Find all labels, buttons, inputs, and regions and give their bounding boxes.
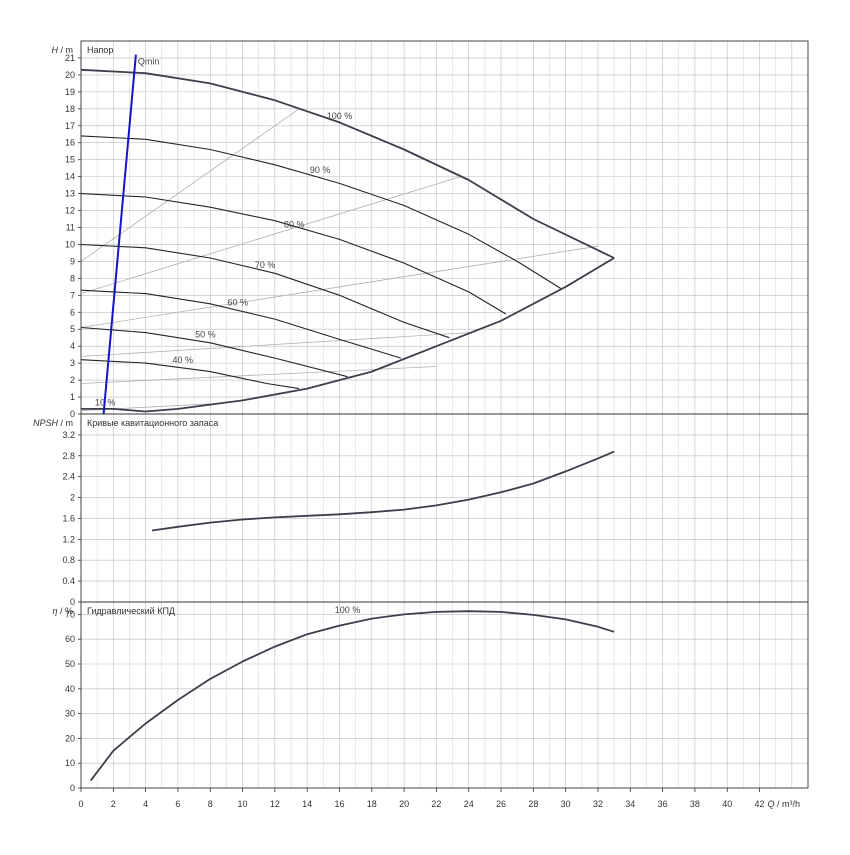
x-tick-label: 42 xyxy=(755,799,765,809)
x-tick-label: 40 xyxy=(722,799,732,809)
panel-frame-npsh xyxy=(80,413,809,603)
y-tick-label: 0 xyxy=(70,409,75,419)
panel-title-npsh: Кривые кавитационного запаса xyxy=(87,418,218,428)
y-tick-label: 1.6 xyxy=(62,513,75,523)
y-axis-label-efficiency: η / % xyxy=(52,606,73,616)
y-tick-label: 4 xyxy=(70,341,75,351)
y-tick-label: 9 xyxy=(70,256,75,266)
x-tick-label: 20 xyxy=(399,799,409,809)
x-tick-label: 2 xyxy=(111,799,116,809)
y-tick-label: 5 xyxy=(70,324,75,334)
x-tick-label: 34 xyxy=(625,799,635,809)
x-tick-label: 14 xyxy=(302,799,312,809)
y-tick-label: 50 xyxy=(65,659,75,669)
y-tick-label: 2 xyxy=(70,375,75,385)
efficiency-guide-line xyxy=(80,245,599,328)
x-tick-label: 12 xyxy=(270,799,280,809)
x-tick-label: 8 xyxy=(208,799,213,809)
head-curve xyxy=(80,359,300,390)
x-tick-label: 4 xyxy=(143,799,148,809)
x-tick-label: 26 xyxy=(496,799,506,809)
y-tick-label: 1 xyxy=(70,392,75,402)
y-tick-label: 2.4 xyxy=(62,472,75,482)
head-curve xyxy=(80,135,562,289)
y-tick-label: 70 xyxy=(65,609,75,619)
head-curve xyxy=(80,326,348,378)
x-tick-label: 6 xyxy=(175,799,180,809)
y-tick-label: 16 xyxy=(65,138,75,148)
x-tick-label: 10 xyxy=(238,799,248,809)
y-tick-label: 3.2 xyxy=(62,430,75,440)
panel-title-head: Напор xyxy=(87,45,113,55)
x-tick-label: 38 xyxy=(690,799,700,809)
y-tick-label: 2 xyxy=(70,493,75,503)
x-tick-label: 30 xyxy=(561,799,571,809)
head-curve-label: 90 % xyxy=(310,165,331,175)
panel-title-efficiency: Гидравлический КПД xyxy=(87,606,175,616)
y-tick-label: 7 xyxy=(70,290,75,300)
head-curve-label: 50 % xyxy=(195,330,216,340)
x-axis-label: Q / m³/h xyxy=(768,799,801,809)
x-tick-label: 22 xyxy=(431,799,441,809)
y-tick-label: 6 xyxy=(70,307,75,317)
y-tick-label: 30 xyxy=(65,709,75,719)
y-tick-label: 1.2 xyxy=(62,534,75,544)
head-curve-label: 80 % xyxy=(284,220,305,230)
efficiency-guide-line xyxy=(80,332,469,357)
y-tick-label: 17 xyxy=(65,121,75,131)
head-curve-label: 100 % xyxy=(327,111,353,121)
head-curve-label: 70 % xyxy=(255,260,276,270)
qmin-line xyxy=(102,54,137,415)
y-tick-label: 21 xyxy=(65,53,75,63)
head-curve xyxy=(80,289,402,359)
y-tick-label: 60 xyxy=(65,634,75,644)
efficiency-guide-line xyxy=(80,108,300,262)
y-axis-label-head: H / m xyxy=(52,45,74,55)
panel-frame-efficiency xyxy=(80,601,809,789)
x-tick-label: 36 xyxy=(658,799,668,809)
y-tick-label: 15 xyxy=(65,155,75,165)
y-tick-label: 0.4 xyxy=(62,576,75,586)
x-tick-label: 18 xyxy=(367,799,377,809)
y-tick-label: 13 xyxy=(65,189,75,199)
y-tick-label: 20 xyxy=(65,733,75,743)
y-tick-label: 20 xyxy=(65,70,75,80)
head-curve xyxy=(80,68,615,259)
y-tick-label: 12 xyxy=(65,206,75,216)
qmin-label: Qmin xyxy=(138,57,160,67)
x-tick-label: 0 xyxy=(78,799,83,809)
y-tick-label: 11 xyxy=(66,223,75,233)
y-tick-label: 2.8 xyxy=(62,451,75,461)
x-tick-label: 16 xyxy=(334,799,344,809)
x-tick-label: 24 xyxy=(464,799,474,809)
head-curve-label: 60 % xyxy=(227,297,248,307)
operating-envelope-boundary xyxy=(81,257,615,413)
npsh-curve xyxy=(151,450,615,532)
efficiency-curve-label: 100 % xyxy=(335,605,361,615)
y-tick-label: 0 xyxy=(70,597,75,607)
y-axis-label-npsh: NPSH / m xyxy=(33,418,73,428)
y-tick-label: 40 xyxy=(65,684,75,694)
head-curve xyxy=(80,243,450,339)
y-tick-label: 14 xyxy=(65,172,75,182)
y-tick-label: 19 xyxy=(65,87,75,97)
efficiency-guide-line xyxy=(80,176,461,294)
y-tick-label: 3 xyxy=(70,358,75,368)
x-tick-label: 32 xyxy=(593,799,603,809)
head-curve-label: 40 % xyxy=(173,355,194,365)
head-curve xyxy=(80,193,507,315)
y-tick-label: 10 xyxy=(65,239,75,249)
y-tick-label: 0 xyxy=(70,783,75,793)
y-tick-label: 10 xyxy=(65,758,75,768)
y-tick-label: 8 xyxy=(70,273,75,283)
y-tick-label: 0.8 xyxy=(62,555,75,565)
efficiency-curve xyxy=(89,610,615,782)
x-tick-label: 28 xyxy=(528,799,538,809)
y-tick-label: 18 xyxy=(65,104,75,114)
